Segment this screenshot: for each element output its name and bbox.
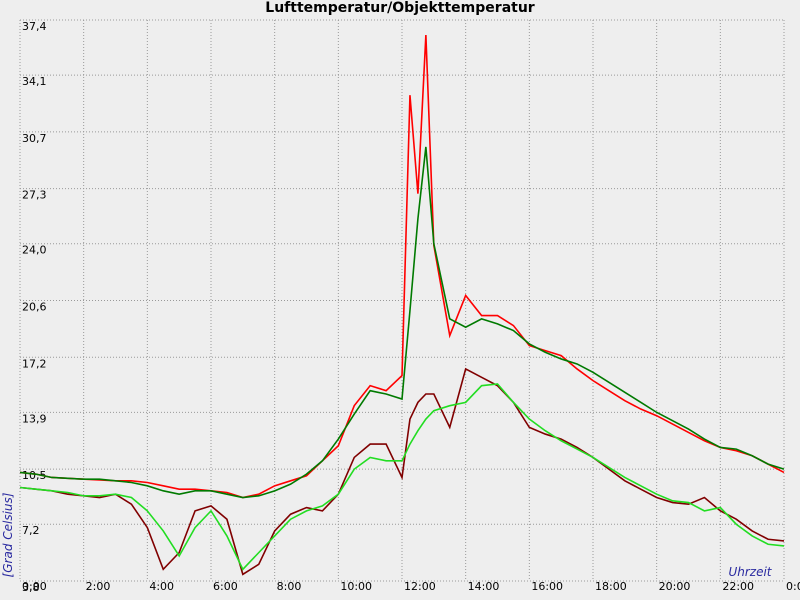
x-tick-label: 6:00 — [213, 580, 238, 593]
line-series — [19, 146, 785, 499]
y-tick-label: 27,3 — [22, 189, 47, 202]
x-tick-label: 12:00 — [404, 580, 436, 593]
x-tick-label: 0:00 — [22, 580, 47, 593]
y-tick-label: 37,4 — [22, 20, 47, 33]
y-tick-label: 10,5 — [22, 469, 47, 482]
x-tick-label: 20:00 — [659, 580, 691, 593]
y-tick-label: 20,6 — [22, 301, 47, 314]
y-tick-label: 30,7 — [22, 132, 47, 145]
x-tick-label: 2:00 — [86, 580, 111, 593]
x-tick-label: 4:00 — [149, 580, 174, 593]
x-tick-label: 8:00 — [277, 580, 302, 593]
x-tick-label: 14:00 — [468, 580, 500, 593]
x-tick-label: 0:00 — [786, 580, 800, 593]
y-tick-label: 7,2 — [22, 524, 40, 537]
y-tick-label: 13,9 — [22, 412, 47, 425]
x-tick-label: 16:00 — [531, 580, 563, 593]
x-axis-label: Uhrzeit — [728, 565, 772, 579]
line-series — [19, 383, 785, 571]
y-tick-label: 17,2 — [22, 357, 47, 370]
chart-title: Lufttemperatur/Objekttemperatur — [265, 0, 535, 16]
x-tick-label: 10:00 — [340, 580, 372, 593]
y-axis-label: [Grad Celsius] — [1, 492, 15, 577]
y-tick-label: 34,1 — [22, 75, 47, 88]
line-series — [19, 367, 785, 576]
y-tick-label: 3,8 — [22, 581, 40, 594]
x-tick-label: 22:00 — [722, 580, 754, 593]
x-tick-label: 18:00 — [595, 580, 627, 593]
y-tick-label: 24,0 — [22, 244, 47, 257]
line-series — [19, 34, 785, 499]
